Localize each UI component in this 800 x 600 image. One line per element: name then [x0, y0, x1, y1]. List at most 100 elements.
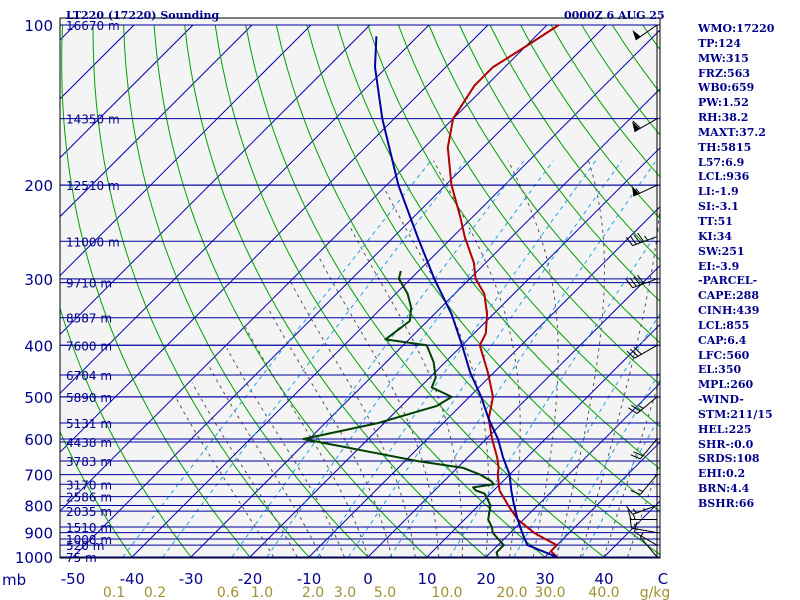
- dry-adiabat: [397, 24, 660, 386]
- index-line: TT:51: [698, 214, 733, 228]
- height-label: 75 m: [66, 551, 97, 565]
- index-line: LI:-1.9: [698, 185, 739, 199]
- temperature-tick-label: -10: [297, 570, 322, 588]
- mixing-ratio-label: 1.0: [251, 585, 273, 600]
- mixing-ratio-label: 2.0: [302, 585, 324, 600]
- temperature-tick-label: 40: [594, 570, 613, 588]
- temperature-tick-label: -20: [238, 570, 263, 588]
- height-label: 14350 m: [66, 113, 120, 127]
- moist-adiabat: [603, 377, 660, 558]
- pressure-tick-label: 100: [24, 17, 53, 35]
- height-label: 6704 m: [66, 369, 112, 383]
- index-line: TP:124: [698, 36, 742, 50]
- index-line: RH:38.2: [698, 111, 749, 125]
- index-line: HEL:225: [698, 422, 752, 436]
- moist-adiabat: [627, 460, 660, 558]
- index-line: CAPE:288: [698, 289, 759, 303]
- moist-adiabat: [226, 347, 345, 558]
- isotherm: [485, 382, 660, 558]
- dry-adiabat: [60, 430, 133, 558]
- index-line: TH:5815: [698, 140, 752, 154]
- temperature-tick-label: -40: [120, 570, 145, 588]
- mixing-ratio-label: 3.0: [334, 585, 356, 600]
- moist-adiabat: [507, 160, 559, 558]
- plot-border: [59, 17, 661, 559]
- isotherm: [544, 441, 660, 558]
- height-label: 11000 m: [66, 235, 120, 249]
- isotherm: [60, 24, 548, 512]
- isotherm: [308, 205, 660, 558]
- wind-barb: [632, 24, 658, 41]
- index-line: LFC:560: [698, 348, 750, 362]
- pressure-tick-label: 400: [24, 337, 53, 355]
- pressure-tick-label: 200: [24, 177, 53, 195]
- mixing-ratio-line: [389, 160, 657, 558]
- height-label: 1510 m: [66, 521, 112, 535]
- pressure-tick-label: 900: [24, 525, 53, 543]
- dry-adiabat: [367, 24, 660, 428]
- index-line: WMO:17220: [698, 22, 775, 35]
- mixing-ratio-label: 0.6: [217, 585, 239, 600]
- height-label: 2035 m: [66, 505, 112, 519]
- index-line: BRN:4.4: [698, 482, 750, 496]
- temperature-tick-label: 0: [363, 570, 373, 588]
- wind-barb: [625, 274, 658, 289]
- dry-adiabat: [153, 24, 428, 558]
- temperature-tick-label: 30: [535, 570, 554, 588]
- moist-adiabat: [290, 282, 416, 558]
- wind-barb: [633, 521, 658, 546]
- index-line: PW:1.52: [698, 96, 749, 110]
- wind-barb: [630, 438, 658, 460]
- index-line: -WIND-: [698, 393, 744, 407]
- temperature-tick-label: C: [658, 570, 668, 588]
- isotherm: [60, 24, 371, 336]
- pressure-tick-label: 500: [24, 389, 53, 407]
- mixing-ratio-label: g/kg: [640, 585, 671, 600]
- index-line: CAP:6.4: [698, 333, 747, 347]
- y-axis-label: mb: [2, 571, 26, 589]
- height-label: 12510 m: [66, 179, 120, 193]
- isotherm: [190, 88, 660, 558]
- index-line: SI:-3.1: [698, 200, 739, 214]
- index-line: SRDS:108: [698, 452, 760, 466]
- dry-adiabat: [184, 24, 487, 558]
- mixing-ratio-label: 30.0: [534, 585, 565, 600]
- plot-area: [0, 24, 660, 558]
- isotherm: [0, 25, 16, 557]
- wind-barb: [630, 474, 658, 495]
- wind-barb: [625, 504, 658, 515]
- dry-adiabat: [459, 24, 660, 303]
- height-label: 520 m: [66, 539, 104, 553]
- mixing-ratio-label: 0.1: [103, 585, 125, 600]
- pressure-tick-label: 800: [24, 497, 53, 515]
- wind-barb: [625, 232, 658, 247]
- mixing-ratio-line: [581, 415, 660, 558]
- index-line: MW:315: [698, 51, 749, 65]
- temperature-tick-label: 10: [417, 570, 436, 588]
- height-label: 3170 m: [66, 478, 112, 492]
- temperature-tick-label: -30: [179, 570, 204, 588]
- index-line: CINH:439: [698, 304, 760, 318]
- pressure-tick-label: 700: [24, 467, 53, 485]
- isotherm: [60, 24, 430, 395]
- index-line: BSHR:66: [698, 497, 755, 510]
- wind-barb: [628, 396, 658, 414]
- mixing-ratio-line: [266, 160, 554, 558]
- dry-adiabat: [428, 24, 660, 344]
- dry-adiabat: [61, 24, 251, 558]
- dry-adiabat: [214, 24, 546, 558]
- station-title: LT220 (17220) Sounding: [66, 9, 220, 22]
- mixing-ratio-line: [449, 227, 660, 558]
- isotherm: [131, 29, 660, 558]
- moist-adiabat: [579, 199, 660, 558]
- index-line: EHI:0.2: [698, 467, 746, 481]
- index-line: LCL:855: [698, 318, 750, 332]
- temperature-profile: [446, 24, 560, 558]
- dewpoint-profile: [302, 270, 505, 558]
- height-label: 1008 m: [66, 533, 112, 547]
- mixing-ratio-line: [122, 160, 432, 558]
- height-label: 16670 m: [66, 19, 120, 33]
- index-line: STM:211/15: [698, 407, 773, 421]
- dry-adiabat: [275, 24, 660, 556]
